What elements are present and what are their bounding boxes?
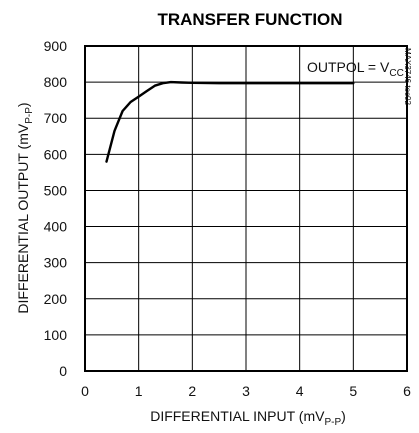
x-tick-label: 0 bbox=[81, 383, 89, 399]
x-tick-label: 5 bbox=[349, 383, 357, 399]
x-tick-label: 1 bbox=[135, 383, 143, 399]
svg-text:DIFFERENTIAL INPUT (mVP-P): DIFFERENTIAL INPUT (mVP-P) bbox=[150, 408, 346, 428]
y-tick-label: 300 bbox=[44, 255, 68, 271]
svg-text:DIFFERENTIAL OUTPUT (mVP-P): DIFFERENTIAL OUTPUT (mVP-P) bbox=[15, 102, 35, 313]
y-tick-label: 800 bbox=[44, 74, 68, 90]
y-tick-label: 400 bbox=[44, 219, 68, 235]
x-tick-label: 4 bbox=[296, 383, 304, 399]
figure-code: MAX3746 toc02 bbox=[403, 48, 412, 105]
annotation-label: OUTPOL = VCC bbox=[307, 59, 404, 79]
x-axis-label-text: DIFFERENTIAL INPUT (mV bbox=[150, 408, 325, 424]
series-line bbox=[105, 80, 355, 163]
annotation-text: OUTPOL = V bbox=[307, 59, 390, 75]
y-tick-label: 500 bbox=[44, 182, 68, 198]
chart-title: TRANSFER FUNCTION bbox=[157, 10, 342, 29]
x-tick-label: 2 bbox=[188, 383, 196, 399]
x-tick-label: 3 bbox=[242, 383, 250, 399]
y-tick-label: 700 bbox=[44, 110, 68, 126]
y-axis-label-text: DIFFERENTIAL OUTPUT (mV bbox=[15, 123, 31, 313]
x-axis-label: DIFFERENTIAL INPUT (mVP-P) bbox=[150, 408, 346, 428]
y-axis-label-subscript: P-P bbox=[24, 107, 35, 124]
y-tick-label: 200 bbox=[44, 291, 68, 307]
y-tick-label: 100 bbox=[44, 327, 68, 343]
x-axis-label-end: ) bbox=[341, 408, 346, 424]
y-tick-label: 0 bbox=[59, 363, 67, 379]
y-tick-label: 900 bbox=[44, 38, 68, 54]
grid-lines bbox=[85, 46, 407, 371]
y-axis-label-end: ) bbox=[15, 102, 31, 107]
y-axis-label: DIFFERENTIAL OUTPUT (mVP-P) bbox=[15, 102, 35, 313]
x-tick-label: 6 bbox=[403, 383, 411, 399]
svg-text:OUTPOL = VCC: OUTPOL = VCC bbox=[307, 59, 404, 79]
plot-frame bbox=[84, 45, 408, 372]
axis-tick-labels: 0 1 2 3 4 5 6 0 100 200 300 400 500 600 700 800 900 bbox=[44, 38, 411, 399]
y-tick-label: 600 bbox=[44, 146, 68, 162]
annotation-subscript: CC bbox=[389, 68, 403, 79]
x-axis-label-subscript: P-P bbox=[324, 417, 341, 428]
